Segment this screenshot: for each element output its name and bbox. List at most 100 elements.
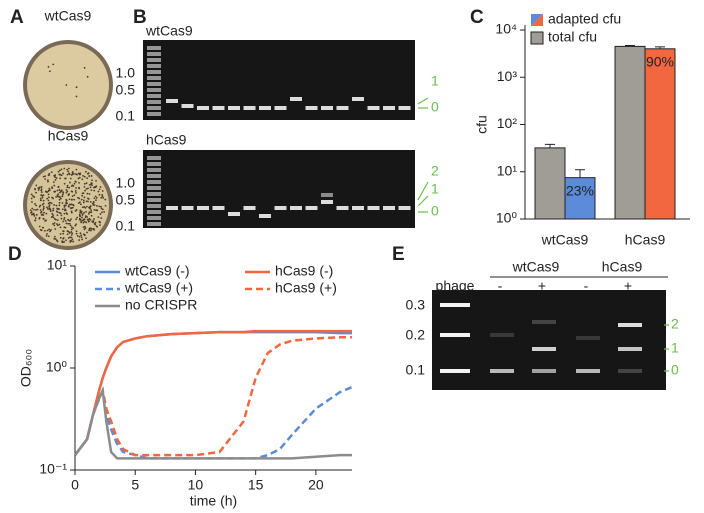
- colony: [42, 208, 45, 211]
- colony: [78, 197, 81, 200]
- colony: [82, 199, 85, 202]
- colony: [38, 217, 41, 220]
- colony: [81, 192, 84, 195]
- colony: [94, 221, 97, 224]
- x-axis-label: time (h): [190, 493, 237, 509]
- colony: [71, 195, 74, 198]
- colony: [102, 196, 105, 199]
- colony: [45, 212, 48, 215]
- colony: [70, 236, 73, 239]
- band: [618, 369, 642, 373]
- colony: [104, 204, 107, 207]
- colony: [47, 190, 50, 192]
- band-label: 1: [431, 181, 439, 197]
- y-tick-label: 10²: [497, 115, 518, 131]
- colony: [70, 231, 73, 233]
- colony: [78, 235, 81, 238]
- band: [147, 186, 161, 190]
- axes: [524, 25, 690, 220]
- colony: [65, 212, 68, 214]
- colony: [59, 177, 62, 180]
- colony: [76, 173, 78, 176]
- colony: [68, 232, 71, 234]
- band: [352, 97, 364, 101]
- band: [576, 369, 600, 373]
- colony: [67, 167, 70, 170]
- band: [197, 106, 209, 110]
- colony: [65, 188, 68, 191]
- band: [336, 206, 349, 210]
- colony: [101, 195, 104, 198]
- colony: [68, 172, 70, 175]
- colony: [61, 208, 64, 211]
- colony: [65, 222, 68, 225]
- colony: [59, 233, 62, 235]
- plate: [27, 44, 109, 126]
- band: [336, 106, 349, 110]
- y-tick-label: 10³: [497, 68, 518, 84]
- colony: [78, 239, 81, 241]
- ladder-label: 0.1: [116, 108, 136, 124]
- line: [74, 385, 353, 460]
- colony: [53, 204, 56, 206]
- colony: [82, 201, 85, 204]
- panel-label: B: [133, 7, 147, 28]
- colony: [83, 205, 86, 208]
- panel-label: C: [470, 7, 484, 28]
- colony: [55, 204, 58, 207]
- colony: [42, 175, 45, 178]
- colony: [40, 189, 43, 192]
- band: [228, 106, 240, 110]
- colony: [63, 206, 66, 208]
- line: [74, 385, 352, 460]
- colony: [83, 225, 86, 228]
- colony: [83, 182, 86, 185]
- colony: [34, 188, 36, 190]
- colony: [90, 182, 93, 184]
- gel: [432, 290, 666, 390]
- band-label: 1: [431, 73, 439, 89]
- colony: [40, 210, 43, 213]
- band: [576, 336, 600, 340]
- colony: [40, 213, 43, 216]
- colony: [78, 181, 80, 184]
- colony: [80, 198, 83, 201]
- band: [618, 347, 642, 351]
- colony: [69, 236, 71, 239]
- colony: [54, 228, 57, 230]
- colony: [47, 66, 50, 68]
- colony: [42, 199, 45, 202]
- band: [321, 200, 333, 204]
- colony: [52, 209, 54, 212]
- x-tick-label: 15: [248, 477, 264, 493]
- colony: [43, 211, 45, 214]
- colony: [36, 208, 39, 211]
- colony: [38, 186, 41, 189]
- lane-label: -: [498, 278, 503, 294]
- colony: [80, 236, 83, 239]
- colony: [88, 175, 91, 177]
- colony: [56, 214, 59, 217]
- colony: [84, 206, 87, 209]
- colony: [68, 222, 71, 225]
- line: [74, 336, 352, 457]
- colony: [89, 218, 92, 221]
- band: [259, 214, 271, 218]
- colony: [64, 204, 67, 207]
- colony: [35, 204, 38, 207]
- colony: [84, 189, 86, 192]
- colony: [96, 225, 99, 228]
- colony: [30, 211, 33, 213]
- colony: [51, 215, 54, 218]
- colony: [51, 186, 53, 189]
- colony: [74, 224, 77, 227]
- colony: [74, 180, 77, 183]
- colony: [83, 234, 86, 237]
- colony: [94, 195, 97, 198]
- colony: [76, 235, 79, 237]
- colony: [54, 179, 57, 181]
- colony: [48, 189, 51, 191]
- colony: [91, 179, 93, 182]
- panel-label: A: [10, 7, 24, 28]
- colony: [71, 170, 74, 173]
